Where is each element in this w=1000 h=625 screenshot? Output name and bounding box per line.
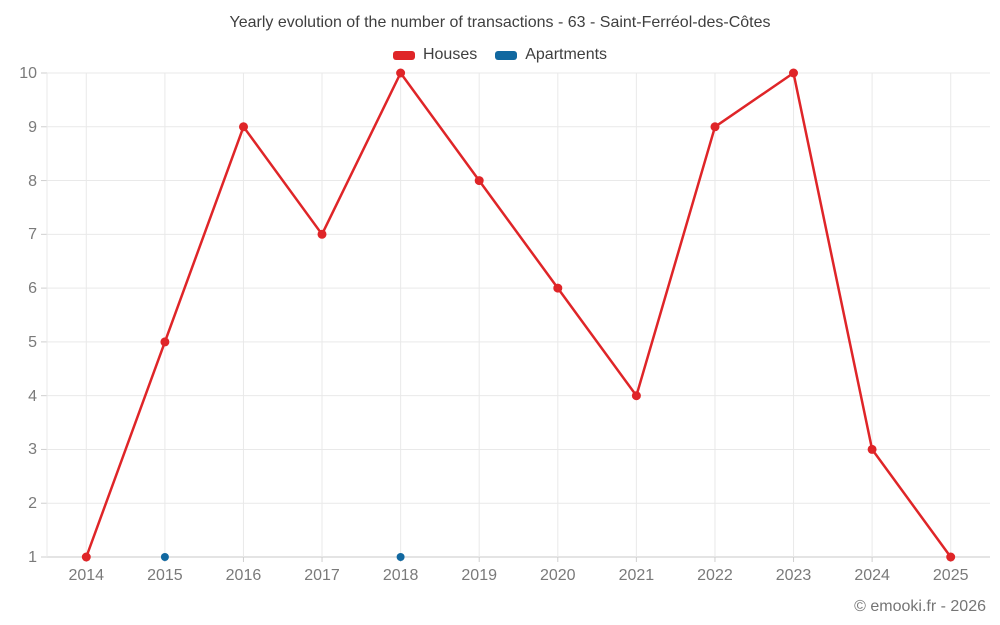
- y-axis-label: 3: [28, 441, 37, 459]
- legend-item-houses[interactable]: Houses: [392, 46, 478, 64]
- apartments-swatch-icon: [495, 50, 518, 60]
- y-axis-label: 1: [28, 549, 37, 566]
- y-axis-label: 7: [28, 226, 37, 244]
- apartments-point-2015[interactable]: [160, 553, 169, 561]
- legend-label-houses: Houses: [422, 46, 478, 63]
- y-axis-label: 6: [28, 280, 37, 298]
- houses-point-2019[interactable]: [474, 176, 484, 186]
- x-axis-label: 2018: [382, 567, 419, 584]
- houses-point-2017[interactable]: [317, 229, 327, 239]
- y-axis-label: 10: [19, 65, 37, 82]
- copyright: © emooki.fr - 2026: [854, 598, 986, 615]
- houses-point-2025[interactable]: [946, 552, 956, 562]
- houses-swatch-icon: [392, 50, 415, 60]
- x-axis-label: 2021: [618, 567, 655, 584]
- x-axis-label: 2016: [225, 567, 262, 584]
- houses-point-2024[interactable]: [867, 444, 877, 454]
- y-axis-label: 9: [28, 118, 37, 136]
- chart-title: Yearly evolution of the number of transa…: [229, 14, 771, 31]
- x-axis-label: 2015: [147, 567, 183, 584]
- legend-item-apartments[interactable]: Apartments: [495, 46, 607, 64]
- x-axis-label: 2022: [697, 567, 733, 584]
- x-axis-label: 2023: [775, 567, 812, 584]
- legend: Houses Apartments: [0, 46, 1000, 64]
- x-axis-label: 2019: [461, 567, 497, 584]
- x-axis-label: 2025: [932, 567, 969, 584]
- x-axis-label: 2017: [304, 567, 340, 584]
- houses-point-2015[interactable]: [160, 337, 170, 347]
- y-axis-label: 5: [28, 333, 37, 351]
- x-axis-label: 2020: [539, 567, 576, 584]
- houses-point-2020[interactable]: [553, 283, 563, 293]
- houses-point-2022[interactable]: [710, 122, 720, 132]
- x-axis-label: 2014: [68, 567, 105, 584]
- houses-point-2018[interactable]: [396, 68, 406, 78]
- y-axis-label: 4: [28, 387, 37, 405]
- legend-label-apartments: Apartments: [525, 46, 608, 63]
- x-axis-label: 2024: [854, 567, 890, 584]
- apartments-point-2018[interactable]: [396, 553, 405, 561]
- houses-point-2021[interactable]: [631, 391, 641, 401]
- houses-point-2023[interactable]: [789, 68, 798, 78]
- houses-point-2014[interactable]: [81, 552, 91, 562]
- houses-point-2016[interactable]: [239, 122, 248, 132]
- y-axis-label: 2: [28, 495, 37, 513]
- houses-line: [85, 71, 952, 559]
- y-axis-label: 8: [28, 172, 37, 190]
